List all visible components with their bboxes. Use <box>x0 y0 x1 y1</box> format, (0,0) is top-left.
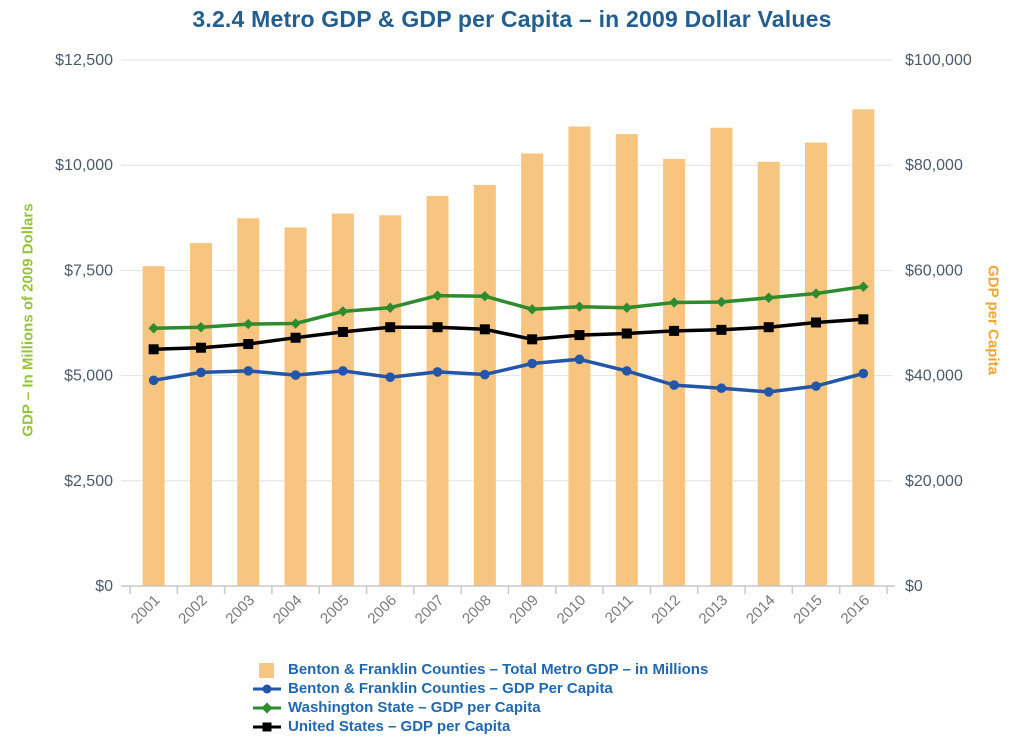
bar-swatch-icon <box>259 662 274 678</box>
svg-text:$12,500: $12,500 <box>55 52 113 69</box>
svg-text:$7,500: $7,500 <box>64 262 113 279</box>
legend-label: Washington State – GDP per Capita <box>288 699 541 716</box>
legend-label: Benton & Franklin Counties – Total Metro… <box>288 661 709 678</box>
chart-title: 3.2.4 Metro GDP & GDP per Capita – in 20… <box>192 6 832 32</box>
legend-item-wa-gdp-per-capita: Washington State – GDP per Capita <box>252 698 708 717</box>
svg-text:2014: 2014 <box>743 592 779 628</box>
svg-text:$20,000: $20,000 <box>905 473 963 490</box>
legend-label: United States – GDP per Capita <box>288 718 511 735</box>
plot-area: $0 $0 $2,500 $20,000 $5,000 $40,000 $7,500 $60,… <box>55 52 972 628</box>
svg-text:$40,000: $40,000 <box>905 368 963 385</box>
svg-text:2007: 2007 <box>412 592 448 628</box>
svg-text:2004: 2004 <box>270 592 306 628</box>
blue-line-swatch-icon <box>253 684 281 693</box>
legend-item-us-gdp-per-capita: United States – GDP per Capita <box>252 717 708 736</box>
svg-text:2003: 2003 <box>222 592 258 628</box>
svg-text:$5,000: $5,000 <box>64 368 113 385</box>
svg-text:$100,000: $100,000 <box>905 52 972 69</box>
svg-text:2011: 2011 <box>602 592 637 627</box>
svg-text:2013: 2013 <box>696 592 732 628</box>
legend-item-metro-gdp: Benton & Franklin Counties – Total Metro… <box>252 660 708 679</box>
legend-label: Benton & Franklin Counties – GDP Per Cap… <box>288 680 613 697</box>
black-line-swatch-icon <box>253 722 281 731</box>
svg-text:$0: $0 <box>95 578 113 595</box>
svg-text:2002: 2002 <box>175 592 211 628</box>
svg-text:2016: 2016 <box>838 592 874 628</box>
legend-item-bf-gdp-per-capita: Benton & Franklin Counties – GDP Per Cap… <box>252 679 708 698</box>
svg-text:$2,500: $2,500 <box>64 473 113 490</box>
svg-text:2009: 2009 <box>506 592 542 628</box>
svg-text:2012: 2012 <box>648 592 684 628</box>
svg-text:$10,000: $10,000 <box>55 157 113 174</box>
legend: Benton & Franklin Counties – Total Metro… <box>252 660 708 736</box>
svg-text:2005: 2005 <box>317 592 353 628</box>
svg-text:2015: 2015 <box>790 592 826 628</box>
svg-text:$60,000: $60,000 <box>905 262 963 279</box>
svg-text:$0: $0 <box>905 578 923 595</box>
green-line-swatch-icon <box>253 702 281 713</box>
svg-text:2006: 2006 <box>364 592 400 628</box>
svg-text:2001: 2001 <box>128 592 164 628</box>
svg-text:$80,000: $80,000 <box>905 157 963 174</box>
svg-text:2008: 2008 <box>459 592 495 628</box>
svg-text:2010: 2010 <box>554 592 590 628</box>
